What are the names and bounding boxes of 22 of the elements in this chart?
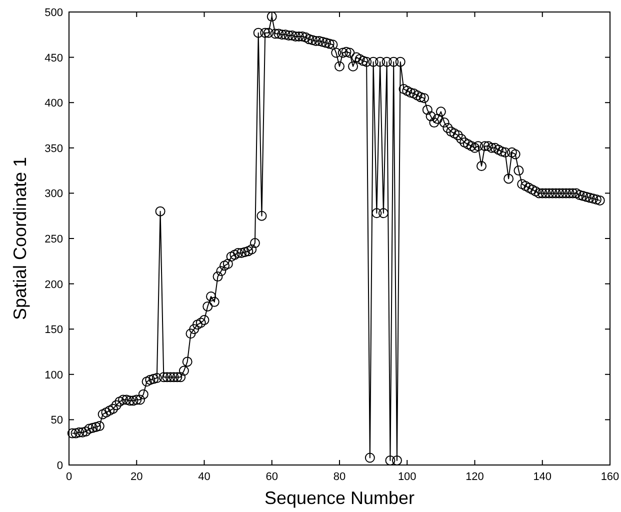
y-tick-label: 200 xyxy=(44,278,63,291)
x-tick-label: 0 xyxy=(66,471,72,483)
x-tick-label: 140 xyxy=(533,471,552,483)
x-tick-label: 120 xyxy=(466,471,484,483)
x-tick-label: 160 xyxy=(600,471,620,483)
y-tick-label: 150 xyxy=(44,324,63,336)
y-tick-label: 0 xyxy=(56,460,63,472)
x-tick-label: 80 xyxy=(333,471,346,483)
y-tick-label: 350 xyxy=(44,142,63,155)
y-tick-label: 450 xyxy=(44,52,63,64)
y-tick-label: 250 xyxy=(44,234,63,246)
y-tick-label: 50 xyxy=(50,414,63,427)
y-tick-label: 300 xyxy=(44,188,63,200)
y-axis-title: Spatial Coordinate 1 xyxy=(10,156,30,320)
y-tick-label: 100 xyxy=(44,369,63,382)
y-tick-label: 400 xyxy=(44,98,63,110)
x-tick-label: 20 xyxy=(130,471,143,483)
x-tick-label: 40 xyxy=(198,471,210,483)
x-tick-label: 60 xyxy=(266,471,278,483)
x-tick-label: 100 xyxy=(398,471,416,483)
y-tick-label: 500 xyxy=(44,7,63,19)
x-axis-title: Sequence Number xyxy=(264,488,415,508)
